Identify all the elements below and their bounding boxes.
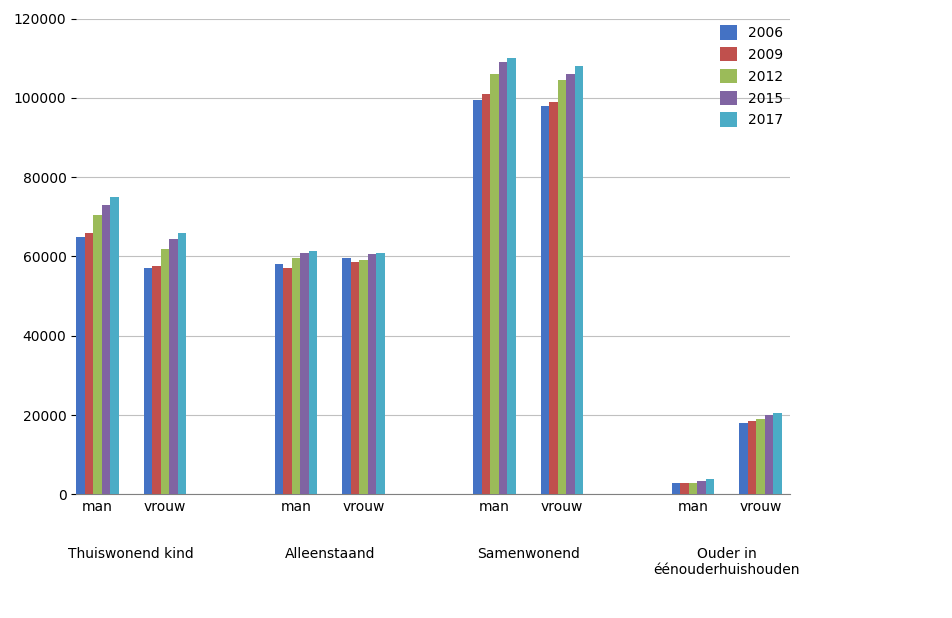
Bar	[308, 250, 317, 494]
Bar	[473, 100, 482, 494]
Bar	[773, 413, 782, 494]
Bar	[144, 268, 152, 494]
Bar	[85, 232, 93, 494]
Bar	[697, 481, 705, 494]
Bar	[681, 483, 688, 494]
Bar	[490, 74, 499, 494]
Bar	[161, 248, 169, 494]
Bar	[549, 102, 558, 494]
Bar	[342, 258, 350, 494]
Bar	[275, 265, 283, 494]
Bar	[672, 483, 681, 494]
Bar	[376, 253, 385, 494]
Bar	[756, 419, 764, 494]
Text: Alleenstaand: Alleenstaand	[285, 547, 375, 561]
Bar	[566, 74, 575, 494]
Bar	[110, 197, 119, 494]
Bar	[482, 94, 490, 494]
Bar	[350, 263, 359, 494]
Bar	[688, 483, 697, 494]
Bar	[705, 480, 714, 494]
Bar	[739, 423, 747, 494]
Bar	[747, 421, 756, 494]
Bar	[541, 106, 549, 494]
Bar	[152, 266, 161, 494]
Bar	[507, 58, 516, 494]
Bar	[291, 258, 300, 494]
Bar	[359, 260, 367, 494]
Bar	[764, 415, 773, 494]
Text: Thuiswonend kind: Thuiswonend kind	[69, 547, 194, 561]
Legend: 2006, 2009, 2012, 2015, 2017: 2006, 2009, 2012, 2015, 2017	[721, 25, 783, 127]
Bar	[575, 66, 584, 494]
Text: Samenwonend: Samenwonend	[477, 547, 580, 561]
Bar	[76, 237, 85, 494]
Bar	[102, 205, 110, 494]
Bar	[169, 239, 178, 494]
Bar	[93, 215, 102, 494]
Bar	[178, 232, 186, 494]
Bar	[300, 253, 308, 494]
Bar	[499, 62, 507, 494]
Bar	[558, 80, 566, 494]
Text: Ouder in
éénouderhuishouden: Ouder in éénouderhuishouden	[653, 547, 800, 577]
Bar	[283, 268, 291, 494]
Bar	[367, 255, 376, 494]
